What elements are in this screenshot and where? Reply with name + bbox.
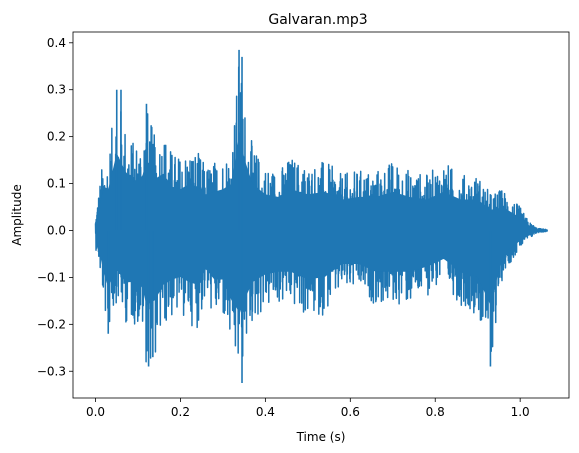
y-tick-label: 0.0: [47, 223, 66, 237]
chart-title: Galvaran.mp3: [268, 12, 367, 28]
x-tick-label: 1.0: [511, 405, 530, 419]
x-tick-label: 0.8: [426, 405, 445, 419]
y-tick-label: 0.3: [47, 83, 66, 97]
x-tick-label: 0.4: [256, 405, 275, 419]
y-tick-label: 0.2: [47, 130, 66, 144]
waveform-body: [95, 131, 548, 313]
y-tick-label: 0.1: [47, 177, 66, 191]
y-axis-ticks: −0.3 −0.2 −0.1 0.0 0.1 0.2 0.3 0.4: [37, 36, 73, 378]
y-axis-label: Amplitude: [10, 184, 24, 246]
x-axis-ticks: 0.0 0.2 0.4 0.6 0.8 1.0: [86, 398, 530, 419]
x-axis-label: Time (s): [296, 430, 346, 444]
x-tick-label: 0.2: [171, 405, 190, 419]
y-tick-label: −0.2: [37, 317, 66, 331]
y-tick-label: 0.4: [47, 36, 66, 50]
axes-frame: [72, 31, 570, 399]
x-tick-label: 0.6: [341, 405, 360, 419]
x-tick-label: 0.0: [86, 405, 105, 419]
y-tick-label: −0.3: [37, 364, 66, 378]
y-tick-label: −0.1: [37, 270, 66, 284]
plot-area: [94, 49, 549, 383]
